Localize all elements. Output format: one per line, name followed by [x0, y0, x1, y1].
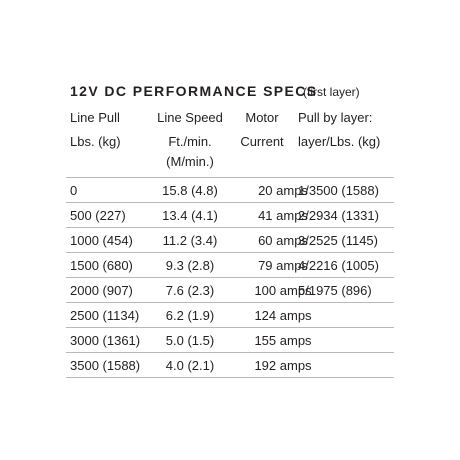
table-cell: 500 (227)	[70, 208, 126, 223]
table-cell: 6.2 (1.9)	[165, 308, 215, 323]
table-cell: 2/2934 (1331)	[298, 208, 379, 223]
table-cell: 11.2 (3.4)	[162, 233, 218, 248]
table-cell: 4/2216 (1005)	[298, 258, 379, 273]
table-cell: 3500 (1588)	[70, 358, 141, 373]
table-cell: 155 amps	[254, 333, 312, 348]
row-divider	[66, 227, 394, 228]
subtitle: (first layer)	[303, 85, 360, 99]
table-cell: 100 amps	[254, 283, 312, 298]
row-divider	[66, 202, 394, 203]
table-cell: 13.4 (4.1)	[162, 208, 218, 223]
row-divider	[66, 377, 394, 378]
table-cell: 1/3500 (1588)	[298, 183, 379, 198]
table-cell: 3/2525 (1145)	[298, 233, 378, 248]
table-cell: 3000 (1361)	[70, 333, 141, 348]
table-cell: 9.3 (2.8)	[165, 258, 215, 273]
table-cell: 192 amps	[254, 358, 312, 373]
column-header: Motor	[245, 110, 279, 125]
table-cell: 2000 (907)	[70, 283, 133, 298]
column-header: Current	[240, 134, 284, 149]
table-cell: 4.0 (2.1)	[165, 358, 215, 373]
table-cell: 60 amps	[258, 233, 308, 248]
column-header: Line Pull	[70, 110, 120, 125]
table-cell: 5/1975 (896)	[298, 283, 372, 298]
column-header: Lbs. (kg)	[70, 134, 121, 149]
column-header: layer/Lbs. (kg)	[298, 134, 381, 149]
row-divider	[66, 277, 394, 278]
table-cell: 15.8 (4.8)	[162, 183, 218, 198]
table-cell: 5.0 (1.5)	[165, 333, 215, 348]
row-divider	[66, 252, 394, 253]
row-divider	[66, 177, 394, 178]
table-cell: 1500 (680)	[70, 258, 133, 273]
table-cell: 79 amps	[258, 258, 308, 273]
row-divider	[66, 352, 394, 353]
table-cell: 124 amps	[254, 308, 312, 323]
column-header: Line Speed	[157, 110, 223, 125]
table-cell: 7.6 (2.3)	[165, 283, 215, 298]
column-header: (M/min.)	[166, 154, 214, 169]
column-header: Pull by layer:	[298, 110, 373, 125]
row-divider	[66, 302, 394, 303]
title: 12V DC PERFORMANCE SPECS	[70, 83, 318, 99]
row-divider	[66, 327, 394, 328]
table-cell: 41 amps	[258, 208, 308, 223]
table-cell: 2500 (1134)	[70, 308, 140, 323]
column-header: Ft./min.	[168, 134, 212, 149]
table-cell: 20 amps	[258, 183, 308, 198]
table-cell: 0	[70, 183, 78, 198]
table-cell: 1000 (454)	[70, 233, 133, 248]
